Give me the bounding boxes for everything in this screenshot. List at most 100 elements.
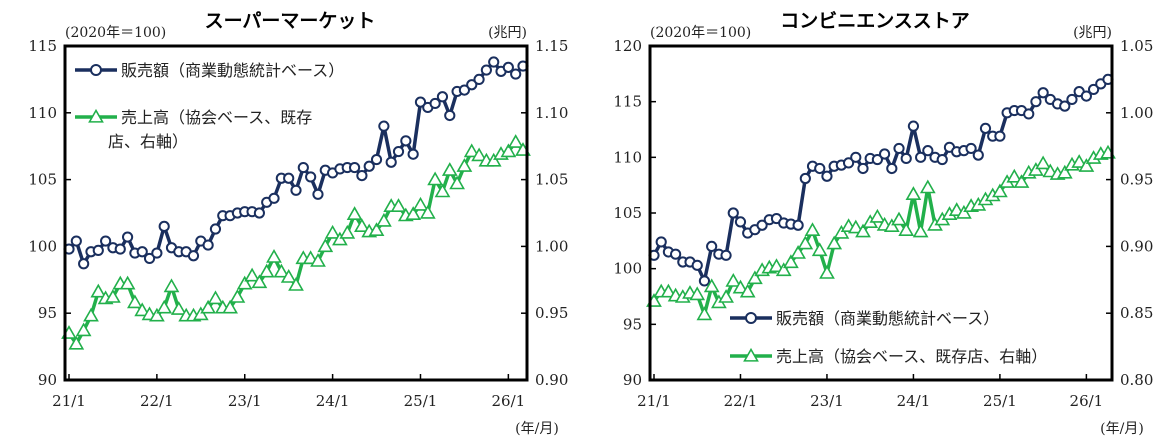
data-point <box>919 179 936 194</box>
legend-marker <box>743 347 759 362</box>
data-point <box>979 122 992 134</box>
data-point <box>163 278 180 293</box>
right-tick-label: 1.15 <box>535 37 568 55</box>
data-point <box>170 301 187 315</box>
data-point <box>842 157 855 169</box>
x-tick-label: 26/1 <box>492 392 526 410</box>
x-tick-label: 22/1 <box>724 392 758 410</box>
data-point <box>485 152 502 167</box>
data-point <box>363 160 375 172</box>
data-point <box>400 135 412 147</box>
data-point <box>879 148 891 160</box>
data-point <box>458 84 471 96</box>
data-point <box>229 289 246 303</box>
data-point <box>297 161 309 174</box>
data-point <box>209 223 222 235</box>
data-point <box>90 283 107 298</box>
data-point <box>202 239 214 251</box>
x-axis-unit: (年/月) <box>1100 421 1144 437</box>
x-axis-unit: (年/月) <box>515 421 559 437</box>
data-point <box>833 224 850 239</box>
x-tick-label: 24/1 <box>897 392 931 410</box>
left-tick-label: 105 <box>28 171 57 189</box>
data-point <box>725 272 742 287</box>
data-point <box>368 222 385 236</box>
data-point <box>893 142 905 155</box>
data-point <box>655 236 667 248</box>
data-point <box>956 204 972 219</box>
data-point <box>127 294 143 309</box>
chart-convenience-store: コンビニエンスストア (2020年＝100) (兆円) (年/月) 90 95 100 105… <box>613 10 1153 437</box>
data-point <box>706 240 718 252</box>
data-point <box>370 153 383 166</box>
data-point <box>412 196 429 211</box>
data-point <box>149 307 165 322</box>
right-tick-label: 0.95 <box>535 304 568 322</box>
data-point <box>502 61 514 73</box>
data-point <box>936 153 948 166</box>
data-point <box>280 268 297 283</box>
data-point <box>266 248 282 263</box>
x-tick-label: 23/1 <box>810 392 844 410</box>
data-point <box>1071 154 1088 168</box>
data-point <box>898 222 915 236</box>
data-point <box>756 219 768 231</box>
left-tick-label: 115 <box>613 93 642 111</box>
x-tick-label: 24/1 <box>316 392 350 410</box>
left-tick-label: 100 <box>28 237 57 255</box>
left-tick-label: 95 <box>38 304 57 322</box>
right-tick-label: 1.10 <box>535 104 568 122</box>
data-point <box>385 156 397 168</box>
data-point <box>1080 90 1092 102</box>
data-point <box>804 222 821 236</box>
right-tick-label: 0.80 <box>1120 371 1153 389</box>
data-point <box>312 188 324 200</box>
data-point <box>68 335 85 350</box>
data-point <box>441 162 458 176</box>
data-point <box>500 143 517 158</box>
data-point <box>992 183 1008 198</box>
data-point <box>449 175 465 190</box>
data-point <box>471 147 487 162</box>
data-point <box>696 306 713 321</box>
right-tick-label: 1.00 <box>1120 104 1153 122</box>
data-point <box>192 306 209 321</box>
right-tick-label: 0.90 <box>1120 237 1153 255</box>
data-point <box>783 254 799 269</box>
data-point <box>850 151 862 163</box>
right-axis-unit: (兆円) <box>1073 25 1112 41</box>
data-point <box>290 184 302 196</box>
right-tick-label: 0.90 <box>535 371 568 389</box>
data-point <box>922 145 934 157</box>
left-tick-label: 115 <box>28 37 57 55</box>
legend-marker <box>90 64 102 76</box>
data-point <box>136 246 148 258</box>
data-point <box>1059 100 1071 112</box>
data-point <box>792 219 804 231</box>
data-point <box>100 235 112 247</box>
data-point <box>207 290 224 305</box>
data-point <box>1006 168 1023 183</box>
data-point <box>354 218 370 232</box>
legend-marker <box>745 312 757 324</box>
data-point <box>317 238 334 253</box>
legend-label: 売上高（協会ベース、既存店、右軸） <box>108 108 312 151</box>
data-point <box>994 130 1006 142</box>
legend-label: 販売額（商業動態統計ベース） <box>776 309 999 328</box>
data-point <box>253 207 265 219</box>
data-point <box>119 275 136 290</box>
data-point <box>1013 174 1030 188</box>
data-point <box>70 235 82 247</box>
data-point <box>847 219 864 234</box>
data-point <box>1087 83 1100 96</box>
left-tick-label: 110 <box>613 148 642 166</box>
data-point <box>429 97 441 110</box>
x-tick-label: 22/1 <box>140 392 174 410</box>
data-point <box>727 207 739 219</box>
chart-title: コンビニエンスストア <box>780 10 970 32</box>
data-point <box>797 235 814 250</box>
data-point <box>75 322 92 337</box>
data-point <box>392 145 405 158</box>
data-point <box>660 283 677 298</box>
data-point <box>434 183 451 198</box>
